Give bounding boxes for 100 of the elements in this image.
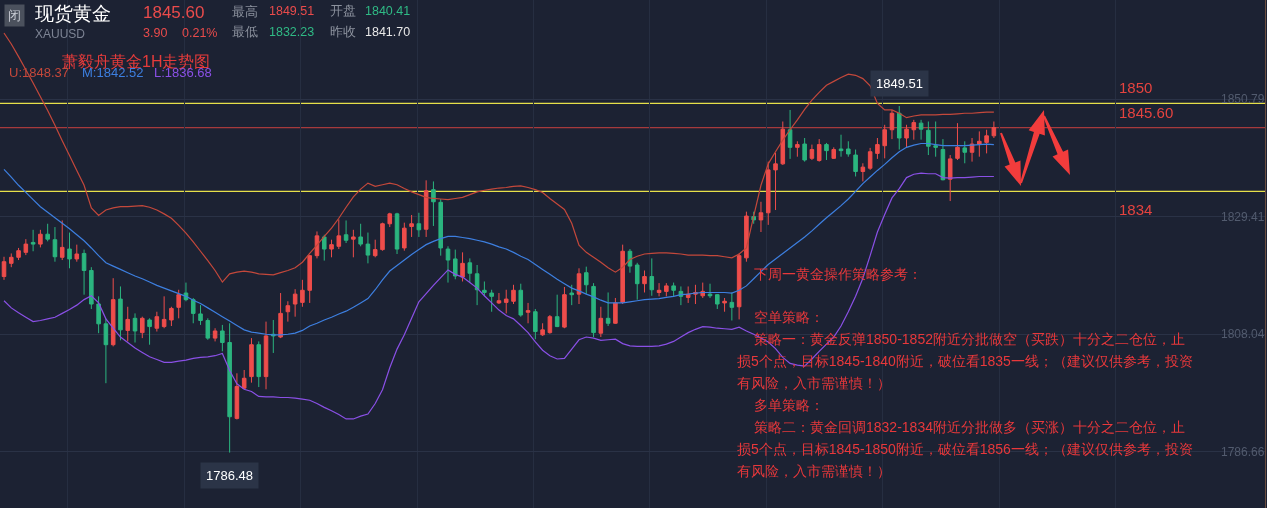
candlestick	[52, 226, 58, 263]
candlestick	[867, 147, 873, 171]
candlestick	[642, 269, 647, 293]
annotation: 最高	[232, 4, 258, 19]
candlestick	[482, 280, 487, 297]
candlestick	[321, 234, 327, 262]
candlestick	[329, 239, 334, 258]
candlestick	[947, 154, 953, 202]
candlestick	[467, 257, 473, 284]
candlestick	[736, 252, 742, 320]
candlestick	[955, 122, 960, 161]
candlestick	[554, 294, 560, 328]
candlestick	[525, 302, 531, 324]
candlestick	[896, 105, 902, 151]
annotation: 现货黄金	[35, 3, 111, 24]
annotation: 多单策略：	[754, 397, 824, 413]
candlestick	[118, 285, 123, 341]
candlestick	[380, 222, 385, 252]
candlestick	[74, 244, 80, 263]
candlestick	[409, 214, 414, 238]
candlestick	[496, 292, 502, 304]
candlestick	[926, 121, 931, 156]
candlestick	[271, 319, 276, 354]
y-tick-label: 1808.04	[1221, 327, 1265, 342]
y-tick-label: 1850.79	[1221, 92, 1265, 107]
candlestick	[249, 337, 254, 384]
candlestick	[110, 277, 116, 347]
candlestick	[452, 249, 458, 280]
candlestick	[576, 267, 582, 305]
candlestick	[875, 137, 880, 160]
candlestick	[23, 238, 29, 256]
candlestick	[351, 229, 356, 258]
candlestick	[664, 282, 669, 297]
candlestick	[933, 121, 938, 158]
candlestick	[518, 283, 524, 318]
candlestick	[911, 119, 917, 141]
candlestick	[365, 232, 371, 264]
candlestick	[591, 282, 596, 338]
candlestick	[809, 144, 815, 161]
candlestick	[860, 162, 866, 182]
candlestick	[431, 180, 436, 227]
candlestick	[358, 223, 363, 247]
candlestick	[234, 372, 240, 420]
candlestick	[846, 140, 851, 158]
candlestick	[474, 264, 480, 306]
candlestick	[816, 138, 822, 163]
annotation: 开盘	[330, 4, 356, 18]
annotation: 1840.41	[365, 4, 411, 18]
candlestick	[489, 289, 494, 313]
candlestick	[722, 297, 727, 313]
candlestick	[620, 244, 625, 305]
candlestick	[634, 262, 640, 301]
candlestick	[904, 124, 909, 149]
candlestick	[292, 288, 298, 318]
annotation: 1786.48	[206, 468, 253, 483]
candlestick	[562, 286, 567, 329]
candlestick	[300, 279, 305, 308]
candlestick	[991, 121, 997, 139]
candlestick	[30, 229, 36, 252]
annotation: 空单策略：	[754, 309, 824, 325]
candlestick	[343, 219, 349, 244]
candlestick	[285, 300, 291, 323]
candlestick	[212, 327, 218, 342]
candlestick	[656, 282, 662, 297]
candlestick	[161, 295, 167, 329]
candlestick	[372, 239, 378, 258]
candlestick	[802, 137, 807, 163]
annotation: 昨收	[330, 25, 356, 39]
candlestick	[220, 324, 225, 352]
candlestick	[394, 212, 400, 255]
candlestick	[918, 119, 924, 141]
candlestick	[154, 311, 160, 333]
annotation: 0.21%	[182, 26, 218, 40]
candlestick	[227, 322, 232, 454]
candlestick	[169, 306, 174, 327]
candlestick	[838, 134, 844, 158]
candlestick	[147, 317, 152, 346]
candlestick	[9, 252, 14, 268]
candlestick	[423, 179, 429, 238]
candlestick	[889, 109, 895, 140]
candlestick	[773, 152, 778, 211]
annotation: 1834	[1119, 201, 1153, 218]
candlestick	[787, 109, 793, 160]
candlestick	[758, 201, 764, 233]
candlestick	[190, 297, 196, 324]
candlestick	[38, 229, 43, 248]
candlestick	[81, 249, 87, 296]
candlestick	[584, 266, 589, 295]
candlestick	[605, 291, 611, 327]
candlestick	[307, 254, 312, 304]
candlestick	[132, 312, 138, 344]
annotation: 1845.60	[1119, 104, 1174, 121]
candlestick	[96, 295, 101, 334]
candlestick	[598, 306, 604, 338]
annotation: 1832.23	[269, 25, 315, 39]
candlestick	[241, 369, 247, 390]
candlestick	[984, 129, 989, 154]
candlestick	[176, 289, 181, 319]
candlestick	[977, 130, 982, 158]
candlestick	[402, 222, 407, 252]
